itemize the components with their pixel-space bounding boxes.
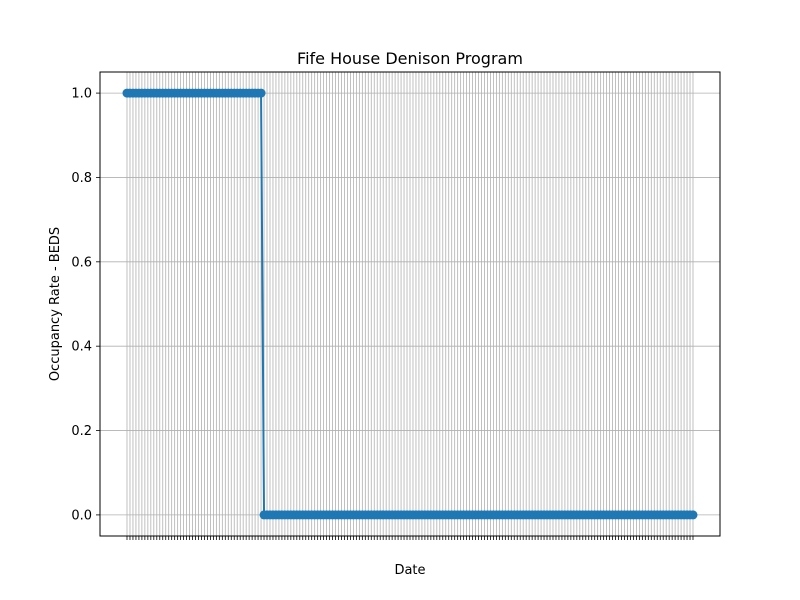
series-occupancy — [122, 88, 698, 520]
y-tick-label: 0.0 — [71, 508, 92, 523]
data-point — [256, 88, 266, 98]
y-axis-label: Occupancy Rate - BEDS — [48, 227, 63, 381]
y-tick-label: 0.8 — [71, 171, 92, 186]
vertical-grid — [126, 72, 694, 536]
y-tick-label: 1.0 — [71, 87, 92, 102]
y-axis-ticks: 0.0 0.2 0.4 0.6 0.8 1.0 — [71, 87, 100, 523]
series-points — [122, 88, 698, 520]
plot-area-frame — [99, 71, 721, 537]
chart-title: Fife House Denison Program — [297, 49, 523, 68]
x-axis-ticks — [126, 536, 694, 540]
y-tick-label: 0.2 — [71, 424, 92, 439]
y-tick-label: 0.4 — [71, 340, 92, 355]
y-tick-label: 0.6 — [71, 255, 92, 270]
data-point — [688, 510, 698, 520]
x-axis-label: Date — [394, 563, 425, 578]
